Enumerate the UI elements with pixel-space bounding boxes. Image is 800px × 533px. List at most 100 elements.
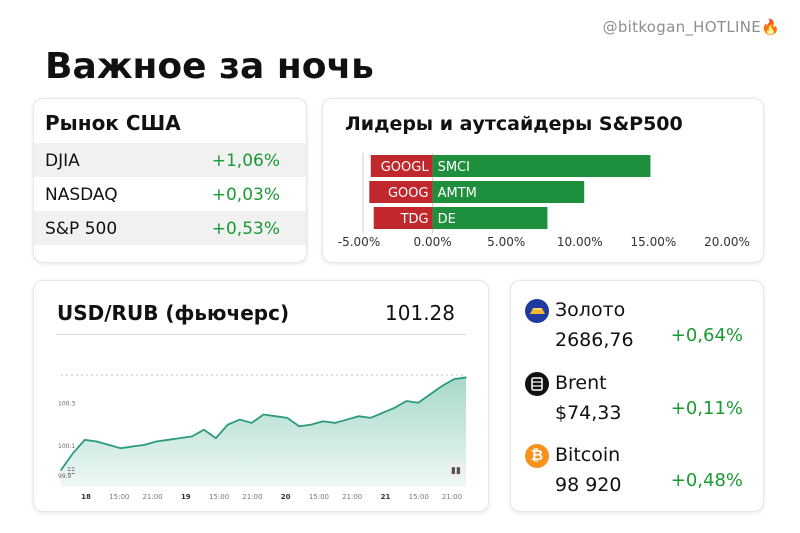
index-change: +0,53% — [211, 219, 280, 239]
leaders-card: Лидеры и аутсайдеры S&P500 GOOGL SMCI GOOG… — [322, 98, 764, 263]
x-tick-label: 5.00% — [487, 235, 525, 249]
commodity-name: Brent — [555, 372, 607, 394]
commodity-price: $74,33 — [555, 402, 622, 424]
usd-rub-chart: 100.3 100.1 99.9☷ ▮▮ 18 15:00 21:00 19 15:00 21:0… — [58, 374, 467, 501]
data-point — [238, 418, 241, 421]
commodity-price: 2686,76 — [555, 329, 634, 351]
leader-bar — [432, 181, 585, 203]
leader-bar — [432, 155, 651, 177]
fire-icon: 🔥 — [761, 18, 780, 36]
leaders-title: Лидеры и аутсайдеры S&P500 — [345, 113, 683, 135]
data-point — [179, 437, 181, 439]
leader-bar — [432, 207, 548, 229]
commodity-brent: Brent $74,33 +0,11% — [511, 370, 763, 430]
data-point — [310, 423, 312, 426]
data-point — [393, 406, 396, 409]
x-tick-label: 18 — [81, 493, 91, 501]
usd-rub-card: USD/RUB (фьючерс) 101.28 100.3 100.1 99.9 ☷… — [33, 280, 489, 512]
index-change: +0,03% — [211, 185, 280, 205]
usd-rub-value: 101.28 — [385, 301, 455, 325]
chart-settings-icon-glyph: ▮▮ — [451, 466, 461, 476]
x-tick-label: -5.00% — [338, 235, 380, 249]
tv-logo-icon: ☷ — [67, 467, 75, 477]
loser-bar — [369, 181, 433, 203]
data-point — [465, 376, 467, 379]
x-tick-label: 15:00 — [409, 493, 429, 501]
data-point — [215, 437, 217, 439]
data-point — [95, 440, 98, 443]
data-point — [226, 423, 229, 426]
loser-label: GOOGL — [381, 160, 430, 175]
x-tick-label: 21:00 — [342, 493, 362, 501]
gold-bar-icon — [525, 299, 549, 323]
index-name: DJIA — [45, 151, 80, 171]
data-point — [429, 393, 432, 396]
chart-settings-icon — [447, 461, 465, 477]
data-point — [346, 418, 348, 421]
data-point — [143, 444, 146, 446]
commodity-change: +0,11% — [670, 398, 743, 419]
data-point — [119, 447, 122, 450]
x-tick-label: 0.00% — [414, 235, 452, 249]
divider — [56, 334, 466, 335]
data-point — [357, 415, 360, 417]
data-point — [191, 435, 193, 438]
x-tick-label: 20.00% — [704, 235, 750, 249]
commodities-card: Золото 2686,76 +0,64% Brent $74,33 +0,11… — [510, 280, 764, 512]
data-point — [155, 440, 158, 443]
data-point — [441, 385, 443, 387]
data-point — [84, 439, 86, 441]
data-point — [334, 422, 336, 424]
x-tick-label: 21:00 — [442, 493, 462, 501]
bitcoin-icon: ₿ — [525, 444, 549, 468]
data-point — [72, 452, 74, 455]
index-row-djia: DJIA +1,06% — [34, 143, 306, 177]
index-row-nasdaq: NASDAQ +0,03% — [34, 177, 306, 211]
area-fill — [61, 377, 466, 487]
data-point — [167, 439, 170, 441]
index-name: S&P 500 — [45, 219, 118, 239]
leaders-chart: GOOGL SMCI GOOG AMTM TDG DE -5.00% 0.00% 5.00% 10… — [338, 153, 750, 249]
data-point — [262, 413, 265, 416]
commodity-gold: Золото 2686,76 +0,64% — [511, 297, 763, 357]
x-tick-label: 19 — [181, 493, 191, 501]
loser-bar — [373, 207, 433, 229]
us-market-card: Рынок США DJIA +1,06% NASDAQ +0,03% S&P … — [33, 98, 307, 263]
usd-rub-title: USD/RUB (фьючерс) — [57, 301, 290, 325]
commodity-price: 98 920 — [555, 474, 622, 496]
commodity-change: +0,64% — [670, 325, 743, 346]
x-tick-label: 15.00% — [631, 235, 677, 249]
x-tick-label: 10.00% — [557, 235, 603, 249]
x-tick-label: 15:00 — [109, 493, 129, 501]
loser-bar — [370, 155, 433, 177]
data-point — [250, 422, 253, 424]
loser-label: GOOG — [388, 186, 429, 201]
data-point — [381, 412, 384, 414]
commodity-bitcoin: ₿ Bitcoin 98 920 +0,48% — [511, 442, 763, 502]
data-point — [453, 378, 455, 380]
data-point — [286, 417, 289, 419]
loser-label: TDG — [400, 212, 429, 227]
x-tick-label: 21:00 — [242, 493, 262, 501]
x-tick-label: 15:00 — [209, 493, 229, 501]
commodity-name: Bitcoin — [555, 444, 621, 466]
data-point — [131, 445, 134, 448]
y-tick-label: 99.9 — [58, 473, 72, 480]
page-title: Важное за ночь — [45, 46, 374, 87]
data-point — [405, 400, 408, 402]
us-market-title: Рынок США — [45, 111, 181, 135]
x-tick-label: 21:00 — [142, 493, 162, 501]
data-point — [369, 417, 372, 419]
x-tick-label: 20 — [281, 493, 291, 501]
index-name: NASDAQ — [45, 185, 118, 205]
data-point — [417, 401, 420, 404]
y-tick-label: 100.3 — [58, 401, 75, 408]
data-point — [274, 415, 277, 417]
leader-label: SMCI — [438, 160, 470, 175]
oil-barrel-icon — [525, 372, 549, 396]
commodity-change: +0,48% — [670, 470, 743, 491]
data-point — [203, 428, 205, 431]
leader-label: AMTM — [438, 186, 477, 201]
index-change: +1,06% — [211, 151, 280, 171]
x-tick-label: 21 — [381, 493, 391, 501]
